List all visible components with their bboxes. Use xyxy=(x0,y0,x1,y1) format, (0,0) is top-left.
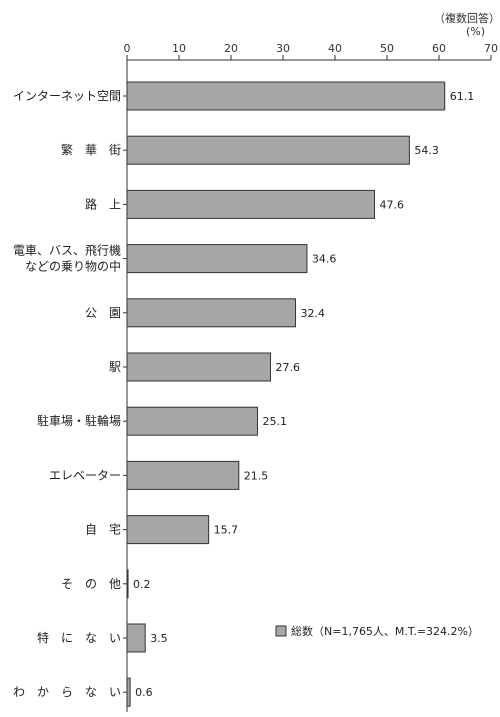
category-label: インターネット空間 xyxy=(13,89,121,103)
bar xyxy=(126,81,446,111)
category-label: エレベーター xyxy=(49,468,121,482)
x-tick-label: 50 xyxy=(380,42,394,55)
category-label: 繁 華 街 xyxy=(61,142,121,157)
note-multiple-answers: （複数回答） xyxy=(434,12,500,25)
category-label: 路 上 xyxy=(85,196,121,211)
bar xyxy=(126,406,259,436)
value-label: 27.6 xyxy=(276,361,301,374)
value-label: 3.5 xyxy=(150,632,168,645)
category-label: 電車、バス、飛行機などの乗り物の中 xyxy=(13,243,121,274)
bar xyxy=(126,677,131,707)
value-label: 21.5 xyxy=(244,469,268,482)
x-tick-label: 70 xyxy=(484,42,498,55)
legend-label: 総数（N=1,765人、M.T.=324.2%） xyxy=(291,624,479,638)
x-tick-label: 30 xyxy=(276,42,290,55)
category-label: 公 園 xyxy=(85,306,121,320)
value-label: 34.6 xyxy=(312,253,337,266)
x-tick-label: 0 xyxy=(124,42,131,55)
value-label: 54.3 xyxy=(414,144,439,157)
x-tick-label: 20 xyxy=(224,42,238,55)
value-label: 61.1 xyxy=(450,90,475,103)
bar xyxy=(126,244,308,274)
value-label: 47.6 xyxy=(380,198,405,211)
bar xyxy=(126,460,240,490)
value-label: 0.6 xyxy=(135,686,153,699)
unit-label: (%) xyxy=(466,25,486,38)
bar xyxy=(126,298,296,328)
x-tick-label: 10 xyxy=(172,42,186,55)
category-label: 駅 xyxy=(109,360,121,374)
value-label: 25.1 xyxy=(263,415,288,428)
category-label: 特 に な い xyxy=(37,630,121,645)
x-tick-label: 60 xyxy=(432,42,446,55)
bar xyxy=(126,515,210,545)
bar xyxy=(126,569,129,599)
legend-swatch xyxy=(275,625,287,637)
x-tick-label: 40 xyxy=(328,42,342,55)
bar xyxy=(126,623,146,653)
category-label: そ の 他 xyxy=(61,577,121,591)
value-label: 32.4 xyxy=(300,307,325,320)
category-label: 駐車場・駐輪場 xyxy=(37,413,121,428)
bar xyxy=(126,352,272,382)
category-label: わ か ら な い xyxy=(13,685,121,699)
category-label: 自 宅 xyxy=(85,522,121,537)
bar xyxy=(126,135,410,165)
value-label: 0.2 xyxy=(133,578,151,591)
value-label: 15.7 xyxy=(214,524,239,537)
bar xyxy=(126,189,376,219)
